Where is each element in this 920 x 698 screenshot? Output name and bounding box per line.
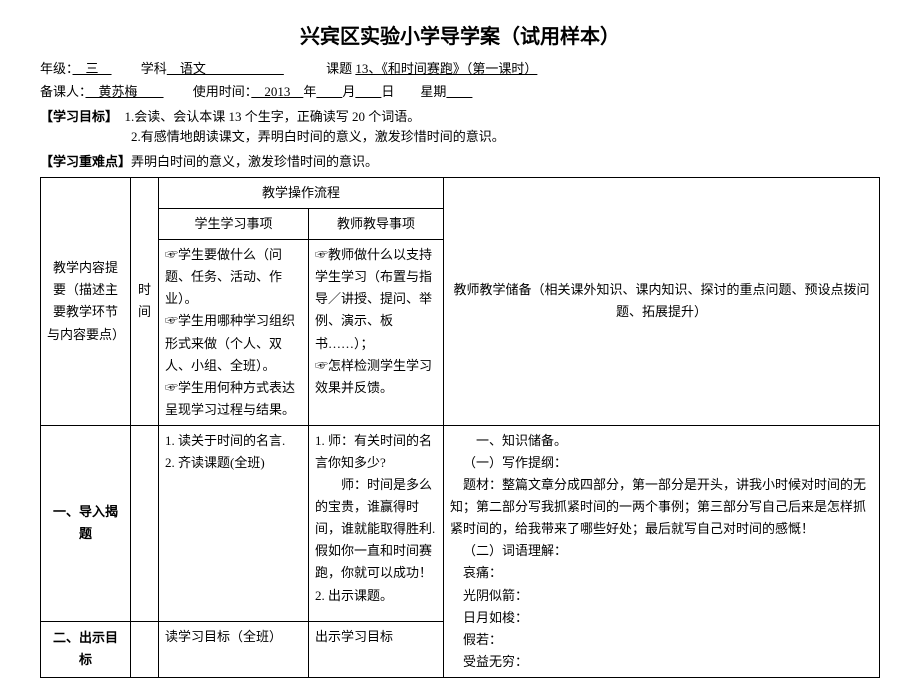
subject-value: 语文 [167,61,284,76]
topic-value: 13、《和时间赛跑》（第一课时） [355,61,537,76]
meta-line-2: 备课人： 黄苏梅 使用时间： 2013 年 月 日 星期 [40,82,880,103]
grade-label: 年级： [40,61,73,76]
subject-label: 学科 [141,61,167,76]
page-title: 兴宾区实验小学导学案（试用样本） [40,20,880,49]
student-desc-3: ☞学生用何种方式表达呈现学习过程与结果。 [165,377,302,421]
proc-title: 教学操作流程 [159,177,444,208]
section-2-student: 读学习目标（全班） [159,621,309,677]
grade-value: 三 [73,61,112,76]
section-1-student: 1. 读关于时间的名言. 2. 齐读课题(全班) [159,425,309,621]
topic-label: 课题 [326,61,352,76]
prep-content: 一、知识储备。 （一）写作提纲： 题材：整篇文章分成四部分，第一部分是开头，讲我… [444,425,880,677]
teacher-title: 教师教导事项 [309,209,444,240]
prep-title: 教师教学储备（相关课外知识、课内知识、探讨的重点问题、预设点拨问题、拓展提升） [444,177,880,425]
section-2-time [131,621,159,677]
prep-w3: 日月如梭： [450,607,873,629]
goal-1: 1.会读、会认本课 13 个生字，正确读写 20 个词语。 [125,109,421,124]
meta-line-1: 年级： 三 学科 语文 课题 13、《和时间赛跑》（第一课时） [40,59,880,80]
prep-w5: 受益无穷： [450,651,873,673]
month-label: 月 [342,84,355,99]
section-2-teacher: 出示学习目标 [309,621,444,677]
prep-w4: 假若： [450,629,873,651]
goals-label: 【学习目标】 [40,109,112,124]
month-blank [316,84,342,99]
teacher-desc: ☞教师做什么以支持学生学习（布置与指导／讲授、提问、举例、演示、板书……）； ☞… [309,240,444,426]
day-label: 日 星期 [381,84,446,99]
table-row: 一、导入揭题 1. 读关于时间的名言. 2. 齐读课题(全班) 1. 师：有关时… [41,425,880,621]
goal-2: 2.有感情地朗读课文，弄明白时间的意义，激发珍惜时间的意识。 [131,129,505,144]
difficulty-label: 【学习重难点】 [40,154,131,169]
section-1-label: 一、导入揭题 [41,425,131,621]
difficulty-block: 【学习重难点】弄明白时间的意义，激发珍惜时间的意识。 [40,152,880,173]
section-1-time [131,425,159,621]
section-1-teacher: 1. 师：有关时间的名言你知多少? 师：时间是多么的宝贵，谁赢得时间，谁就能取得… [309,425,444,621]
content-outline-header: 教学内容提要（描述主要教学环节与内容要点） [41,177,131,425]
year-label: 年 [303,84,316,99]
preparer-label: 备课人： [40,84,86,99]
day-blank [355,84,381,99]
prep-w1: 哀痛： [450,562,873,584]
table-row: 教学内容提要（描述主要教学环节与内容要点） 时间 教学操作流程 教师教学储备（相… [41,177,880,208]
goals-block: 【学习目标】 1.会读、会认本课 13 个生字，正确读写 20 个词语。 2.有… [40,107,880,149]
student-desc-2: ☞学生用哪种学习组织形式来做（个人、双人、小组、全班）。 [165,310,302,376]
usetime-year: 2013 [251,84,303,99]
week-blank [446,84,472,99]
teacher-desc-2: ☞怎样检测学生学习效果并反馈。 [315,355,437,399]
lesson-table: 教学内容提要（描述主要教学环节与内容要点） 时间 教学操作流程 教师教学储备（相… [40,177,880,678]
section-2-label: 二、出示目标 [41,621,131,677]
time-header: 时间 [131,177,159,425]
prep-p0: 一、知识储备。 [450,430,873,452]
difficulty-text: 弄明白时间的意义，激发珍惜时间的意识。 [131,154,378,169]
student-desc-1: ☞学生要做什么（问题、任务、活动、作业）。 [165,244,302,310]
usetime-label: 使用时间： [193,84,252,99]
prep-p2: 题材：整篇文章分成四部分，第一部分是开头，讲我小时候对时间的无知；第二部分写我抓… [450,474,873,540]
prep-p3: （二）词语理解： [450,540,873,562]
preparer-value: 黄苏梅 [86,84,164,99]
student-title: 学生学习事项 [159,209,309,240]
teacher-desc-1: ☞教师做什么以支持学生学习（布置与指导／讲授、提问、举例、演示、板书……）； [315,244,437,354]
prep-p1: （一）写作提纲： [450,452,873,474]
student-desc: ☞学生要做什么（问题、任务、活动、作业）。 ☞学生用哪种学习组织形式来做（个人、… [159,240,309,426]
prep-w2: 光阴似箭： [450,585,873,607]
